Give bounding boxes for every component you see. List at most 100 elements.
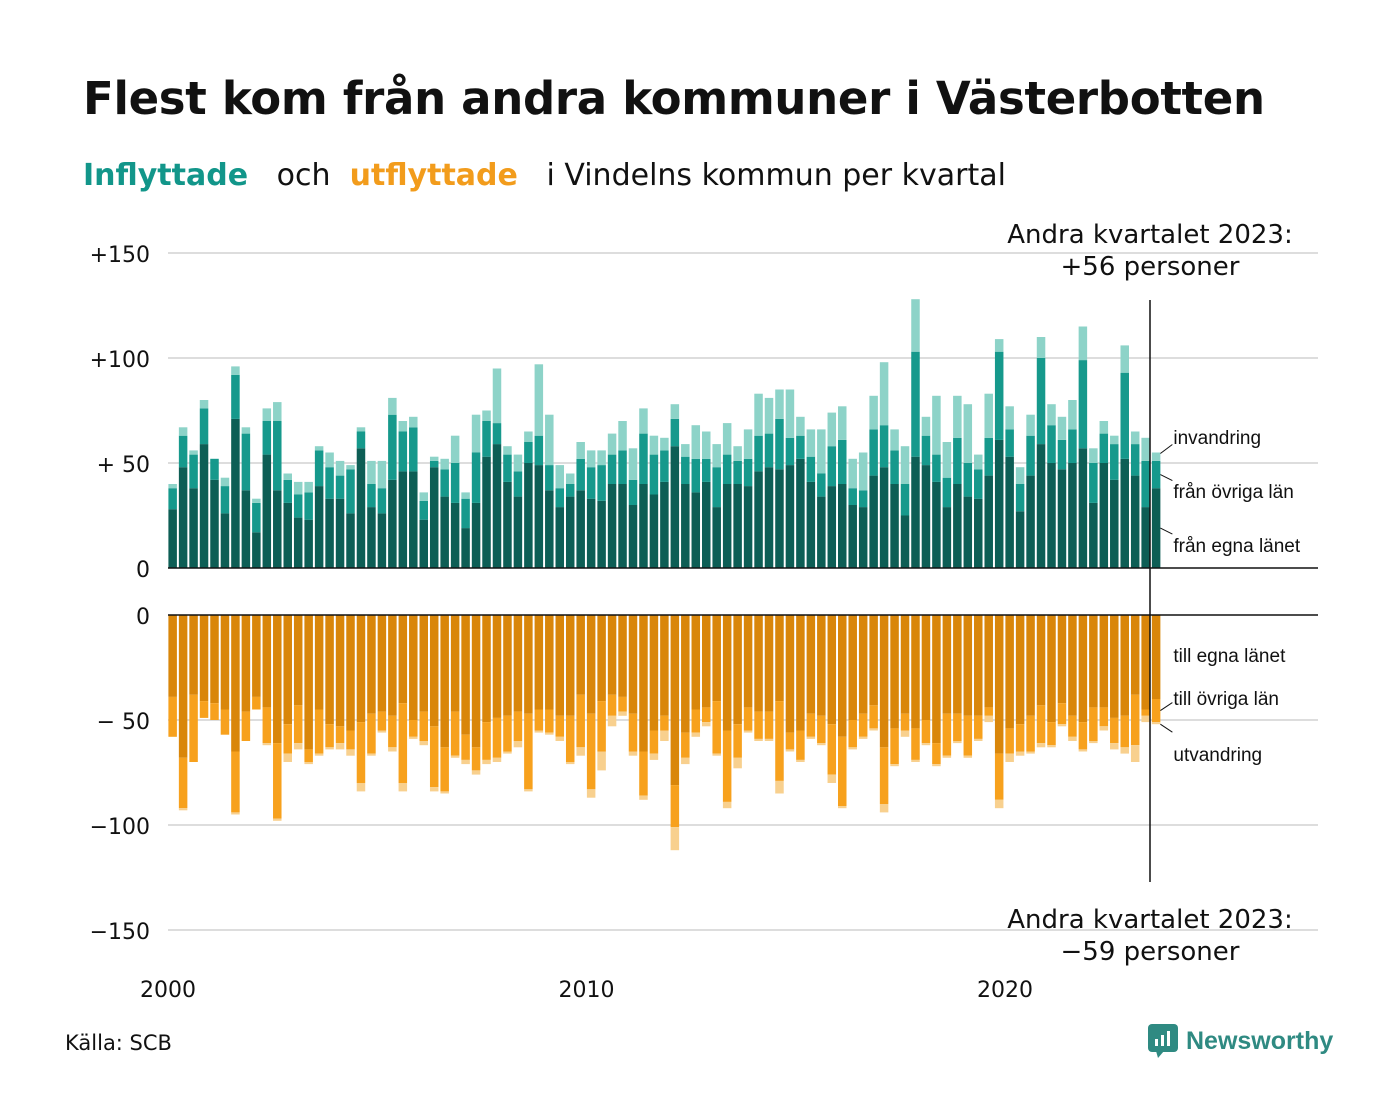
bar-out-egna: [1099, 615, 1109, 708]
bar-in-egna: [367, 507, 376, 568]
bar-out-egna: [1089, 615, 1098, 708]
y-tick-label-bottom: −150: [90, 920, 150, 945]
bar-out-utvandring: [545, 732, 554, 735]
bar-in-ovriga: [1120, 372, 1129, 459]
bar-out-ovriga: [461, 734, 470, 760]
bar-in-egna: [356, 448, 366, 568]
bar-out-egna: [1057, 615, 1067, 704]
bar-out-utvandring: [733, 757, 742, 769]
bar-out-utvandring: [660, 730, 669, 741]
bar-out-ovriga: [293, 705, 303, 744]
bar-in-ovriga: [335, 475, 345, 499]
bar-out-egna: [1015, 615, 1025, 725]
bar-in-invandring: [848, 458, 857, 489]
bar-out-egna: [953, 615, 962, 714]
bar-out-ovriga: [168, 696, 177, 737]
leader-invandring: [1160, 444, 1173, 454]
bar-in-egna: [879, 467, 889, 568]
bar-in-invandring: [701, 431, 711, 459]
bar-out-ovriga: [639, 751, 648, 796]
leader-egna-in: [1160, 527, 1173, 535]
bar-out-egna: [398, 615, 408, 704]
annotation-top-line1: Andra kvartalet 2023:: [1007, 220, 1292, 250]
bar-out-utvandring: [1078, 749, 1088, 752]
bar-out-utvandring: [1005, 753, 1014, 762]
bar-out-ovriga: [1068, 715, 1077, 737]
bar-in-egna: [848, 505, 857, 568]
bar-in-egna: [335, 498, 345, 568]
bar-out-ovriga: [921, 720, 931, 744]
bar-in-invandring: [984, 393, 993, 438]
bar-out-utvandring: [994, 799, 1004, 809]
bar-in-invandring: [1057, 416, 1067, 440]
bar-in-egna: [618, 484, 627, 568]
bar-out-ovriga: [545, 709, 554, 733]
bar-in-egna: [754, 471, 763, 568]
bar-in-ovriga: [545, 465, 554, 491]
bars: [168, 299, 1161, 851]
bar-in-ovriga: [220, 486, 230, 514]
bar-in-invandring: [649, 435, 659, 455]
bar-out-egna: [534, 615, 544, 710]
bar-in-invandring: [921, 416, 931, 436]
bar-in-invandring: [283, 473, 292, 480]
bar-out-egna: [252, 615, 261, 697]
bar-in-ovriga: [618, 450, 627, 484]
bar-in-egna: [293, 517, 303, 568]
bar-out-ovriga: [262, 707, 272, 744]
bar-in-ovriga: [639, 433, 648, 484]
bar-out-egna: [586, 615, 596, 714]
bar-out-utvandring: [304, 762, 313, 765]
bar-in-egna: [398, 471, 408, 568]
bar-in-invandring: [607, 433, 617, 455]
bar-out-ovriga: [199, 701, 209, 718]
bar-out-egna: [618, 615, 627, 697]
bar-out-egna: [827, 615, 837, 725]
bar-in-invandring: [492, 368, 502, 424]
bar-out-ovriga: [241, 711, 251, 741]
bar-out-ovriga: [398, 703, 408, 783]
bar-out-utvandring: [890, 764, 899, 767]
bar-in-invandring: [231, 366, 240, 375]
bar-out-utvandring: [524, 789, 533, 792]
labels: +150 +100 + 50 0 0 − 50 −100 −150 2000 2010 2020 An…: [90, 220, 1301, 1003]
bar-in-invandring: [775, 389, 784, 419]
bar-in-invandring: [890, 429, 899, 451]
bar-out-ovriga: [869, 705, 878, 729]
bar-in-ovriga: [1005, 429, 1014, 457]
bar-out-egna: [377, 615, 387, 712]
bar-out-ovriga: [429, 726, 439, 788]
bar-in-ovriga: [524, 442, 533, 463]
bar-out-egna: [932, 615, 941, 744]
bar-out-egna: [210, 615, 219, 704]
bar-in-ovriga: [1036, 358, 1046, 445]
bar-in-egna: [953, 484, 962, 568]
bar-out-egna: [555, 615, 565, 716]
bar-out-ovriga: [932, 743, 941, 765]
bar-in-egna: [252, 532, 261, 568]
bar-out-utvandring: [1130, 745, 1140, 762]
bar-in-invandring: [325, 452, 334, 468]
bar-out-utvandring: [618, 711, 627, 716]
bar-out-egna: [900, 615, 910, 714]
bar-out-ovriga: [838, 736, 847, 807]
bar-in-ovriga: [722, 454, 732, 484]
bar-in-invandring: [963, 404, 973, 463]
bar-out-ovriga: [482, 722, 491, 760]
bar-out-egna: [942, 615, 952, 714]
bar-in-egna: [1089, 502, 1098, 568]
bar-in-invandring: [733, 446, 742, 461]
y-tick-label-top: + 50: [97, 453, 150, 478]
bar-in-invandring: [586, 450, 596, 468]
bar-in-ovriga: [785, 437, 795, 466]
bar-out-utvandring: [1089, 741, 1098, 744]
bar-out-ovriga: [618, 696, 627, 712]
bar-in-egna: [764, 467, 774, 568]
bar-in-invandring: [806, 429, 816, 457]
bar-out-utvandring: [534, 730, 544, 733]
bar-in-ovriga: [827, 446, 837, 487]
bar-in-ovriga: [691, 458, 701, 493]
bar-in-egna: [534, 465, 544, 568]
y-tick-label-bottom: − 50: [97, 710, 150, 735]
